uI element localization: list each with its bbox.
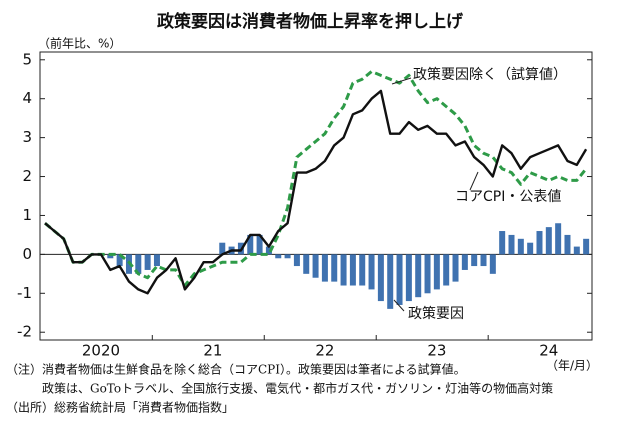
bar — [471, 254, 478, 267]
bar — [480, 254, 487, 267]
y-tick-label: 4 — [22, 89, 32, 107]
bar — [405, 254, 412, 302]
x-tick-label: 22 — [315, 342, 334, 360]
note: 政策は、GoToトラベル、全国旅行支援、電気代・都市ガス代・ガソリン・灯油等の物… — [42, 381, 553, 396]
series-label: 政策要因 — [408, 305, 464, 322]
bar — [359, 254, 366, 286]
y-tick-label: 3 — [22, 128, 32, 146]
bar — [583, 238, 590, 255]
bar — [555, 223, 562, 255]
bar — [247, 234, 254, 255]
y-tick-label: 1 — [22, 206, 32, 224]
x-tick-label: 2020 — [82, 342, 120, 360]
x-tick-label: 21 — [203, 342, 222, 360]
bar — [433, 254, 440, 290]
bar — [396, 254, 403, 305]
bar — [256, 234, 263, 255]
leader-line — [391, 77, 412, 85]
leader-line — [469, 171, 479, 191]
bar — [303, 254, 310, 274]
bar — [340, 254, 347, 286]
bar — [545, 227, 552, 255]
plot-frame — [39, 51, 593, 341]
bar — [377, 254, 384, 302]
note: （出所）総務省統計局「消費者物価指数」 — [6, 400, 234, 415]
y-axis-label: （前年比、%） — [38, 36, 121, 51]
bar — [517, 238, 524, 255]
bar — [312, 254, 319, 278]
bar — [368, 254, 375, 290]
bar — [107, 254, 114, 259]
bar — [144, 254, 151, 270]
bar — [452, 254, 459, 282]
x-tick-label: 24 — [539, 342, 558, 360]
y-tick-label: 5 — [22, 50, 32, 68]
bar — [461, 254, 468, 270]
bar — [275, 254, 282, 259]
bar — [321, 254, 328, 282]
series-label: コアCPI・公表値 — [455, 189, 561, 205]
bar — [116, 254, 123, 267]
bar — [499, 231, 506, 255]
leader-line — [393, 299, 405, 312]
bar — [331, 254, 338, 282]
bar — [536, 231, 543, 255]
bar — [527, 242, 534, 255]
x-axis-label: （年/月） — [546, 359, 598, 373]
bar — [415, 254, 422, 298]
y-tick-label: 0 — [22, 245, 32, 263]
bar — [443, 254, 450, 286]
bar — [349, 254, 356, 286]
bar — [424, 254, 431, 294]
x-tick-label: 23 — [427, 342, 446, 360]
y-tick-label: -2 — [17, 323, 32, 341]
bar — [153, 254, 160, 267]
bar — [135, 254, 142, 274]
bar — [508, 234, 515, 255]
bar — [265, 246, 272, 255]
bar — [284, 254, 291, 259]
series-label: 政策要因除く（試算値） — [413, 66, 567, 83]
bar — [564, 234, 571, 255]
bar — [293, 254, 300, 267]
y-tick-label: 2 — [22, 167, 32, 185]
line — [44, 70, 588, 287]
chart-title: 政策要因は消費者物価上昇率を押し上げ — [157, 11, 464, 32]
bar — [573, 246, 580, 255]
bar — [387, 254, 394, 309]
bar — [219, 242, 226, 255]
y-tick-label: -1 — [17, 284, 32, 302]
line — [44, 89, 588, 295]
bar — [489, 254, 496, 274]
note: （注）消費者物価は生鮮食品を除く総合（コアCPI）。政策要因は筆者による試算値。 — [6, 362, 466, 377]
